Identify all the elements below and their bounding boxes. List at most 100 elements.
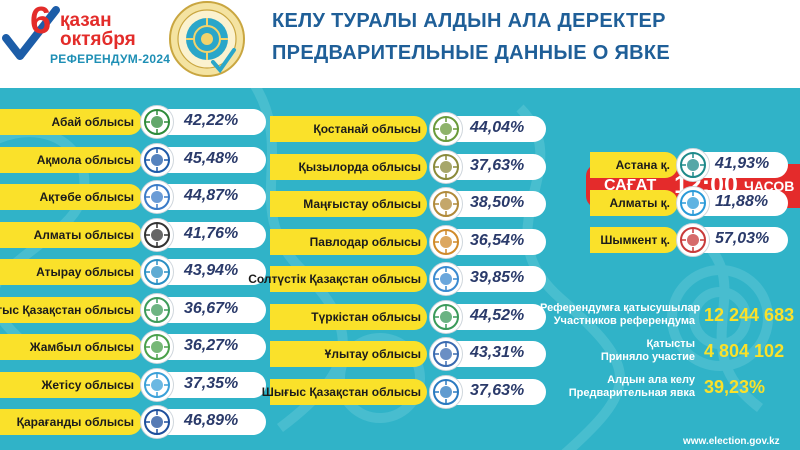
region-name: Қарағанды облысы bbox=[17, 415, 134, 429]
region-row: Жетісу облысы 37,35% bbox=[0, 372, 266, 398]
turnout-percent: 39,85% bbox=[470, 269, 524, 287]
turnout-percent: 11,88% bbox=[715, 193, 768, 211]
date-month-ru: октября bbox=[60, 30, 136, 49]
turnout-percent: 45,48% bbox=[184, 150, 238, 168]
region-row: Маңғыстау облысы 38,50% bbox=[270, 191, 546, 217]
region-name: Батыс Қазақстан облысы bbox=[0, 303, 134, 317]
row-bar: Маңғыстау облысы bbox=[270, 191, 427, 217]
turnout-percent: 37,63% bbox=[470, 382, 524, 400]
shymkent-emblem-icon bbox=[676, 223, 710, 257]
zhetisu-emblem-icon bbox=[140, 368, 174, 402]
region-name: Астана қ. bbox=[616, 158, 670, 172]
turnout-percent: 43,31% bbox=[470, 344, 524, 362]
region-name: Алматы қ. bbox=[610, 196, 670, 210]
region-row: Ақтөбе облысы 44,87% bbox=[0, 184, 266, 210]
participants-label-kz: Референдумға қатысушылар bbox=[540, 302, 695, 315]
almaty-region-emblem-icon bbox=[140, 218, 174, 252]
astana-emblem-icon bbox=[676, 148, 710, 182]
voted-label-ru: Приняло участие bbox=[540, 351, 695, 364]
results-panel: САҒАТ 12:00 ЧАСОВ Абай облысы 42,22% Ақмол… bbox=[0, 88, 800, 450]
region-name: Ақмола облысы bbox=[37, 153, 134, 167]
region-row: Алматы облысы 41,76% bbox=[0, 222, 266, 248]
region-row: Қарағанды облысы 46,89% bbox=[0, 409, 266, 435]
header: 6 қазан октября РЕФЕРЕНДУМ-2024 КЕЛУ ТУР… bbox=[0, 0, 800, 88]
turnout-percent: 42,22% bbox=[184, 112, 238, 130]
row-bar: Шығыс Қазақстан облысы bbox=[270, 379, 427, 405]
region-row: Батыс Қазақстан облысы 36,67% bbox=[0, 297, 266, 323]
row-bar: Алматы облысы bbox=[0, 222, 142, 248]
voted-label-kz: Қатысты bbox=[540, 338, 695, 351]
region-row: Жамбыл облысы 36,27% bbox=[0, 334, 266, 360]
row-bar: Ұлытау облысы bbox=[270, 341, 427, 367]
turnout-percent: 44,87% bbox=[184, 187, 238, 205]
turnout-percent: 36,27% bbox=[184, 337, 238, 355]
row-bar: Қарағанды облысы bbox=[0, 409, 142, 435]
election-commission-seal-icon bbox=[168, 0, 246, 78]
website-link[interactable]: www.election.gov.kz bbox=[683, 436, 780, 447]
region-name: Жамбыл облысы bbox=[30, 340, 134, 354]
participants-label: Референдумға қатысушылар Участников рефе… bbox=[540, 302, 695, 328]
turnout-percent: 57,03% bbox=[715, 230, 769, 248]
region-name: Шымкент қ. bbox=[600, 233, 670, 247]
zhambyl-emblem-icon bbox=[140, 330, 174, 364]
page-title-ru: ПРЕДВАРИТЕЛЬНЫЕ ДАННЫЕ О ЯВКЕ bbox=[272, 42, 670, 65]
kyzylorda-emblem-icon bbox=[429, 150, 463, 184]
region-row: Павлодар облысы 36,54% bbox=[270, 229, 546, 255]
voted-label: Қатысты Приняло участие bbox=[540, 338, 695, 364]
turnout-label: Алдын ала келу Предварительная явка bbox=[540, 374, 695, 400]
turnout-percent: 44,04% bbox=[470, 119, 524, 137]
row-bar: Түркістан облысы bbox=[270, 304, 427, 330]
east-kz-emblem-icon bbox=[429, 375, 463, 409]
kostanay-emblem-icon bbox=[429, 112, 463, 146]
row-bar: Жетісу облысы bbox=[0, 372, 142, 398]
region-name: Ақтөбе облысы bbox=[39, 190, 134, 204]
page-title-kz: КЕЛУ ТУРАЛЫ АЛДЫН АЛА ДЕРЕКТЕР bbox=[272, 10, 666, 33]
akmola-emblem-icon bbox=[140, 143, 174, 177]
city-row: Алматы қ. 11,88% bbox=[590, 190, 788, 216]
row-bar: Солтүстік Қазақстан облысы bbox=[270, 266, 427, 292]
region-name: Алматы облысы bbox=[34, 228, 134, 242]
mangystau-emblem-icon bbox=[429, 187, 463, 221]
turnout-label-ru: Предварительная явка bbox=[540, 387, 695, 400]
pavlodar-emblem-icon bbox=[429, 225, 463, 259]
row-bar: Павлодар облысы bbox=[270, 229, 427, 255]
row-bar: Астана қ. bbox=[590, 152, 678, 178]
row-bar: Қостанай облысы bbox=[270, 116, 427, 142]
turnout-percent: 43,94% bbox=[184, 262, 238, 280]
turnout-percent: 44,52% bbox=[470, 307, 524, 325]
voted-value: 4 804 102 bbox=[704, 341, 784, 362]
region-row: Абай облысы 42,22% bbox=[0, 109, 266, 135]
row-bar: Батыс Қазақстан облысы bbox=[0, 297, 142, 323]
north-kz-emblem-icon bbox=[429, 262, 463, 296]
region-name: Түркістан облысы bbox=[311, 310, 421, 324]
row-bar: Алматы қ. bbox=[590, 190, 678, 216]
date-month-kz: қазан bbox=[60, 11, 112, 30]
turnout-label-kz: Алдын ала келу bbox=[540, 374, 695, 387]
region-name: Атырау облысы bbox=[36, 265, 134, 279]
region-name: Маңғыстау облысы bbox=[303, 197, 421, 211]
region-name: Ұлытау облысы bbox=[325, 347, 421, 361]
region-row: Қызылорда облысы 37,63% bbox=[270, 154, 546, 180]
abai-emblem-icon bbox=[140, 105, 174, 139]
region-row: Атырау облысы 43,94% bbox=[0, 259, 266, 285]
turnout-percent: 37,63% bbox=[470, 157, 524, 175]
aktobe-emblem-icon bbox=[140, 180, 174, 214]
turnout-percent: 38,50% bbox=[470, 194, 524, 212]
participants-label-ru: Участников референдума bbox=[540, 315, 695, 328]
region-row: Түркістан облысы 44,52% bbox=[270, 304, 546, 330]
region-name: Солтүстік Қазақстан облысы bbox=[248, 272, 421, 286]
almaty-city-emblem-icon bbox=[676, 186, 710, 220]
turnout-percent: 36,54% bbox=[470, 232, 524, 250]
date-day: 6 bbox=[30, 2, 51, 40]
ulytau-emblem-icon bbox=[429, 337, 463, 371]
karaganda-emblem-icon bbox=[140, 405, 174, 439]
region-name: Қызылорда облысы bbox=[299, 160, 421, 174]
west-kz-emblem-icon bbox=[140, 293, 174, 327]
region-name: Қостанай облысы bbox=[313, 122, 421, 136]
region-row: Солтүстік Қазақстан облысы 39,85% bbox=[270, 266, 546, 292]
row-bar: Ақтөбе облысы bbox=[0, 184, 142, 210]
turnout-percent: 41,93% bbox=[715, 155, 769, 173]
region-row: Ақмола облысы 45,48% bbox=[0, 147, 266, 173]
row-bar: Абай облысы bbox=[0, 109, 142, 135]
participants-value: 12 244 683 bbox=[704, 305, 794, 326]
